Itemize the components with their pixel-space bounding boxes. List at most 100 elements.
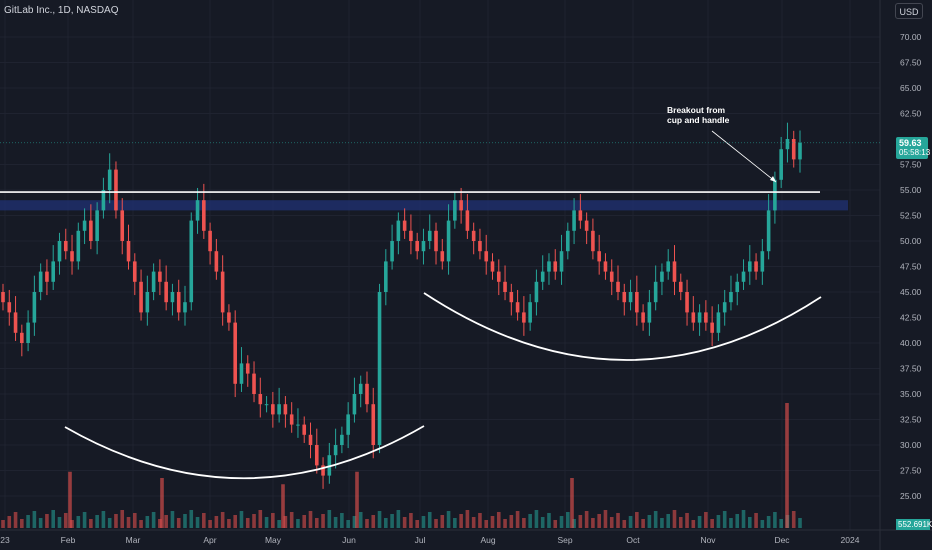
candle-body [57,241,62,262]
candle-body [302,424,307,435]
volume-bar [239,511,244,528]
candle-body [365,383,369,405]
candle-body [132,261,137,282]
candle-body [164,281,168,303]
volume-spike [281,484,285,528]
volume-bar [302,515,307,528]
volume-bar [107,518,112,528]
volume-spike [570,478,574,528]
candle-body [710,322,714,333]
candle-body [509,292,514,303]
candle-body [120,210,125,241]
candle-body [139,281,143,313]
candle-body [490,261,495,272]
candle-body [609,271,614,282]
volume-bar [791,511,796,528]
volume-bar [314,518,319,528]
candle-body [239,363,244,384]
candle-body [396,220,401,241]
candle-body [76,230,81,262]
volume-bar [1,520,5,528]
volume-bar [453,518,457,528]
candle-body [572,210,576,231]
volume-bar [484,520,489,528]
candle-body [402,220,407,231]
candle-body [158,271,162,282]
volume-bar [534,510,539,528]
volume-bar [660,518,664,528]
candle-body [421,241,426,252]
y-tick-label: 70.00 [900,32,922,42]
volume-bar [158,519,162,528]
candle-body [691,312,696,323]
candle-body [101,190,106,211]
volume-bar [233,515,237,528]
candle-body [195,200,200,221]
cup-arc-right [423,292,822,361]
volume-bar [798,518,802,528]
x-tick-label: Aug [480,535,495,545]
breakout-annotation: Breakout from cup and handle [667,105,729,125]
volume-spike [785,403,789,528]
volume-bar [440,515,445,528]
volume-bar [722,511,727,528]
volume-bar [779,519,783,528]
volume-bar [164,515,168,528]
candle-body [183,302,187,313]
volume-bar [120,510,125,528]
candle-body [534,281,539,303]
y-tick-label: 37.50 [900,364,922,374]
volume-bar [63,513,68,528]
x-tick-label: Jun [342,535,356,545]
volume-bar [628,516,633,528]
candle-body [327,455,332,476]
candle-body [89,220,93,241]
candle-body [559,251,564,272]
volume-bar [754,513,758,528]
volume-bar [327,510,332,528]
candle-body [32,292,37,323]
currency-button[interactable]: USD [895,3,923,19]
y-tick-label: 32.50 [900,415,922,425]
x-tick-label: Sep [557,535,572,545]
volume-bar [741,510,746,528]
candle-body [415,241,419,252]
candle-body [578,210,583,221]
volume-bar [277,520,281,528]
volume-bar [522,518,526,528]
candle-body [145,292,150,313]
volume-bar [346,520,350,528]
candle-body [170,292,175,303]
volume-bar [340,513,344,528]
volume-bar [289,512,294,528]
volume-bar [139,520,143,528]
volume-bar [214,516,219,528]
volume-bar [283,516,288,528]
candle-body [95,210,99,241]
volume-bar [566,512,570,528]
candle-body [7,302,12,313]
candle-body [591,230,595,252]
volume-bar [189,510,194,528]
y-tick-label: 30.00 [900,440,922,450]
y-tick-label: 65.00 [900,83,922,93]
candle-body [409,230,413,241]
volume-bar [32,511,37,528]
volume-bar [572,519,576,528]
annotation-line-2: cup and handle [667,115,730,125]
candle-body [220,271,225,313]
volume-bar [515,511,520,528]
volume-bar [220,512,225,528]
candle-body [503,281,507,292]
resistance-zone [0,200,848,211]
y-tick-label: 40.00 [900,338,922,348]
x-tick-label: 2024 [841,535,860,545]
candle-body [785,139,790,150]
volume-bar [716,515,721,528]
volume-bar [7,516,12,528]
volume-bar [647,515,652,528]
candle-body [151,271,156,292]
volume-bar [591,518,595,528]
candle-body [704,312,708,323]
